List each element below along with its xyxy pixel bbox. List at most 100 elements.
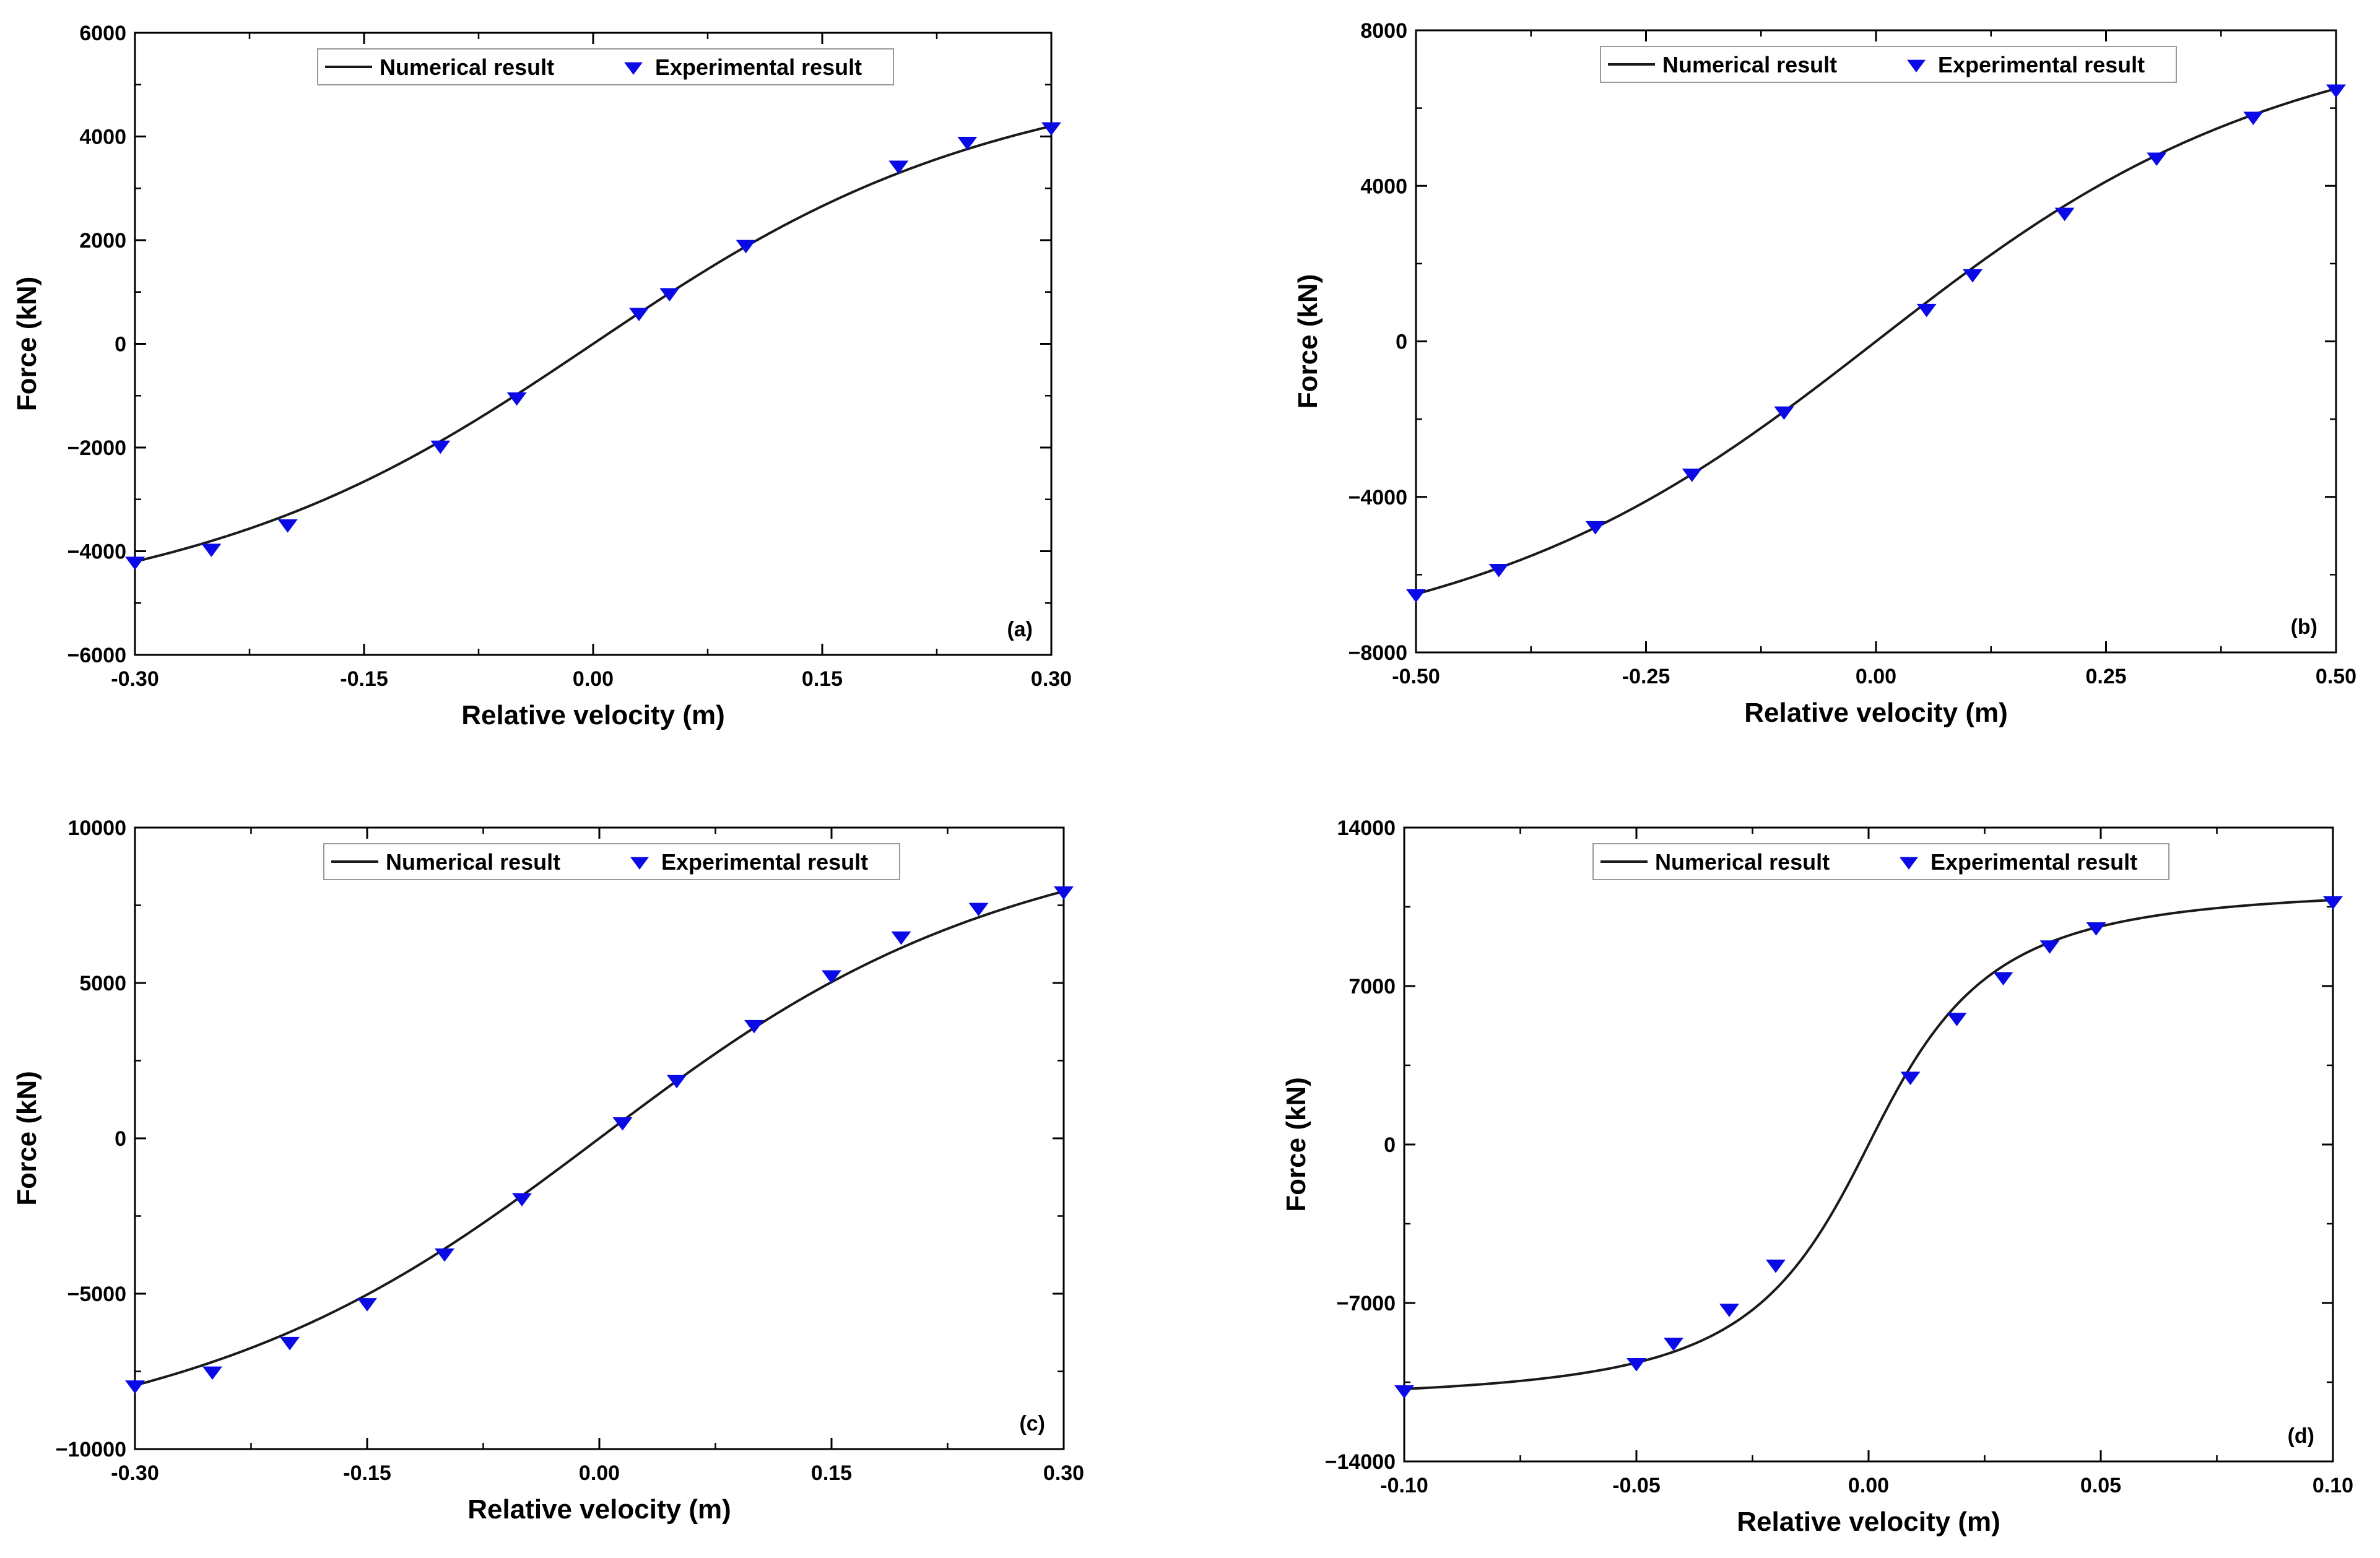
numerical-curve: [134, 889, 1064, 1387]
experimental-point: [1585, 521, 1605, 535]
experimental-point: [888, 160, 909, 175]
x-tick-label: 0.30: [1043, 1461, 1084, 1485]
experimental-point: [1664, 1338, 1683, 1351]
x-tick-label: 0.50: [2316, 665, 2356, 688]
legend-marker-swatch: [630, 857, 649, 870]
experimental-point: [659, 288, 680, 302]
y-tick-label: 14000: [1337, 816, 1396, 840]
y-tick-label: −7000: [1337, 1292, 1396, 1315]
legend-box: [1592, 843, 2169, 880]
y-tick-label: 7000: [1349, 975, 1396, 998]
experimental-point: [957, 136, 978, 150]
x-axis-title: Relative velocity (m): [1744, 698, 2008, 728]
x-tick-label: 0.25: [2085, 665, 2126, 688]
chart-panel-a: -0.30 -0.15 0.00 0.15 0.30 −6000 −4000 −2000 0 20…: [12, 22, 1072, 730]
y-tick-label: 5000: [79, 972, 126, 995]
y-tick-label: −4000: [67, 540, 127, 564]
y-tick-label: 4000: [79, 126, 126, 149]
x-tick-label: 0.10: [2313, 1474, 2353, 1497]
y-tick-label: −4000: [1349, 486, 1408, 509]
panel-label: (b): [2291, 615, 2317, 639]
legend-label-numerical: Numerical result: [1655, 849, 1830, 875]
legend-label-experimental: Experimental result: [1930, 849, 2137, 875]
x-axis-title: Relative velocity (m): [1737, 1507, 2000, 1537]
x-tick-label: -0.15: [343, 1461, 391, 1485]
experimental-point: [1719, 1304, 1739, 1317]
x-tick-label: -0.15: [340, 667, 388, 691]
x-tick-label: 0.00: [579, 1461, 620, 1485]
experimental-point: [667, 1075, 687, 1089]
y-axis-title: Force (kN): [1293, 274, 1323, 409]
numerical-curve: [1415, 87, 2337, 595]
experimental-point: [1993, 972, 2013, 986]
experimental-point: [822, 970, 841, 984]
experimental-point: [2326, 84, 2346, 98]
chart-panel-d: -0.10 -0.05 0.00 0.05 0.10 −14000 −7000 0 7000 14…: [1281, 816, 2353, 1537]
experimental-point: [2243, 111, 2264, 126]
y-tick-label: 0: [1396, 331, 1407, 354]
experimental-point: [280, 1336, 300, 1351]
panel-label: (a): [1007, 618, 1033, 641]
x-tick-label: 0.15: [811, 1461, 852, 1485]
experimental-point: [1054, 886, 1074, 900]
y-tick-label: 4000: [1360, 175, 1407, 198]
legend-label-numerical: Numerical result: [380, 54, 554, 80]
x-tick-label: 0.00: [1856, 665, 1896, 688]
experimental-point: [430, 440, 451, 454]
y-tick-label: 8000: [1360, 19, 1407, 43]
experimental-point: [1963, 269, 1983, 283]
x-tick-label: 0.00: [573, 667, 614, 691]
experimental-point: [629, 308, 649, 321]
x-axis-title: Relative velocity (m): [461, 700, 725, 730]
y-tick-label: −10000: [56, 1438, 126, 1461]
experimental-point: [2054, 207, 2075, 222]
y-tick-label: 0: [115, 1127, 126, 1151]
experimental-point: [1766, 1259, 1786, 1273]
experimental-point: [125, 1380, 145, 1394]
panel-label: (c): [1019, 1412, 1045, 1435]
experimental-point: [1682, 469, 1702, 482]
y-tick-label: −14000: [1325, 1450, 1396, 1474]
x-tick-label: 0.05: [2080, 1474, 2121, 1497]
y-tick-label: 0: [115, 333, 126, 357]
legend-label-experimental: Experimental result: [1938, 52, 2145, 77]
legend: Numerical result Experimental result: [1600, 46, 2177, 83]
experimental-point: [357, 1298, 377, 1312]
legend-marker-swatch: [1907, 59, 1926, 72]
x-tick-label: 0.30: [1031, 667, 1072, 691]
legend: Numerical result Experimental result: [323, 843, 900, 880]
x-tick-label: 0.15: [802, 667, 843, 691]
x-tick-label: 0.00: [1848, 1474, 1889, 1497]
experimental-point: [1406, 589, 1426, 603]
y-tick-label: 2000: [79, 229, 126, 253]
x-tick-label: -0.05: [1612, 1474, 1661, 1497]
experimental-point: [2086, 922, 2106, 936]
y-axis-title: Force (kN): [12, 1071, 42, 1206]
y-tick-label: −5000: [67, 1283, 127, 1306]
legend-label-numerical: Numerical result: [386, 849, 560, 875]
experimental-point: [506, 392, 527, 406]
y-tick-label: −6000: [67, 644, 127, 667]
y-tick-label: 0: [1384, 1133, 1396, 1157]
legend-box: [323, 843, 900, 880]
experimental-point: [1774, 406, 1794, 420]
legend-label-experimental: Experimental result: [661, 849, 868, 875]
experimental-point: [736, 240, 756, 254]
experimental-point: [1488, 564, 1509, 578]
legend-marker-swatch: [1900, 857, 1918, 870]
x-tick-label: -0.30: [111, 667, 159, 691]
x-tick-label: -0.25: [1622, 665, 1670, 688]
legend-label-experimental: Experimental result: [655, 54, 862, 80]
experimental-point: [2147, 152, 2167, 167]
y-tick-label: 10000: [67, 816, 126, 840]
y-tick-label: 6000: [79, 22, 126, 45]
experimental-point: [512, 1193, 532, 1207]
panel-label: (d): [2288, 1424, 2314, 1448]
legend-marker-swatch: [624, 62, 643, 75]
experimental-point: [1626, 1357, 1646, 1372]
experimental-point: [1916, 303, 1937, 318]
legend-box: [317, 48, 894, 85]
experimental-point: [2323, 896, 2343, 910]
numerical-curve: [134, 124, 1052, 563]
